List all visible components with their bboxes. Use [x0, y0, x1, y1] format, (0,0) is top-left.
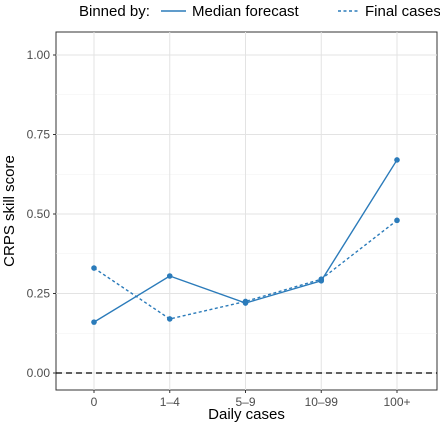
x-tick-label: 10–99	[305, 395, 339, 409]
x-tick-label: 5–9	[235, 395, 255, 409]
data-point-final-cases	[242, 298, 249, 305]
x-tick-label: 0	[91, 395, 98, 409]
y-axis-title: CRPS skill score	[1, 155, 18, 267]
legend-label-final-cases: Final cases	[365, 3, 440, 20]
panel-border	[55, 31, 438, 391]
legend-title: Binned by:	[79, 3, 150, 20]
data-point-final-cases	[318, 276, 325, 282]
y-tick-label: 1.00	[27, 48, 51, 62]
y-tick-label: 0.00	[27, 366, 51, 380]
data-point-median-forecast	[394, 157, 400, 163]
y-tick-label: 0.25	[27, 287, 51, 301]
legend: Binned by: Median forecast Final cases	[79, 3, 440, 20]
x-tick-label: 1–4	[160, 395, 180, 409]
data-point-final-cases	[394, 217, 400, 224]
series	[91, 157, 400, 325]
plot-panel	[55, 31, 438, 391]
legend-label-median-forecast: Median forecast	[192, 3, 300, 20]
grid	[56, 32, 437, 390]
y-tick-label: 0.75	[27, 128, 51, 142]
data-point-median-forecast	[166, 273, 173, 279]
x-axis-title: Daily cases	[208, 406, 285, 423]
y-tick-label: 0.50	[27, 207, 51, 221]
x-axis: 0 1–4 5–9 10–99 100+	[91, 390, 411, 409]
x-tick-label: 100+	[383, 395, 410, 409]
series-line-final-cases	[93, 219, 398, 320]
data-point-median-forecast	[91, 319, 97, 325]
y-axis: 0.00 0.25 0.50 0.75 1.00	[27, 48, 56, 380]
data-point-final-cases	[166, 316, 173, 322]
data-point-final-cases	[91, 265, 97, 271]
